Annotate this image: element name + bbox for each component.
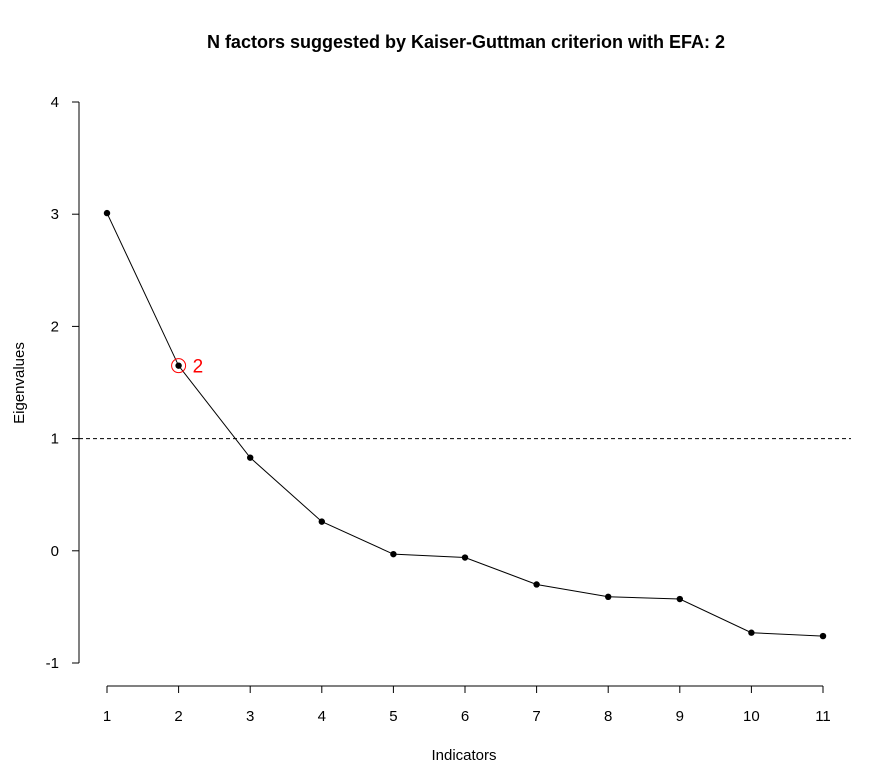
y-tick-label: 3 xyxy=(51,206,59,223)
x-tick-label: 10 xyxy=(743,708,760,725)
x-axis: 1 2 3 4 5 6 7 8 9 10 11 xyxy=(103,685,831,725)
x-tick-label: 1 xyxy=(103,708,111,725)
y-tick-label: 1 xyxy=(51,431,59,448)
data-point xyxy=(676,595,683,603)
data-point xyxy=(247,454,254,461)
eigenvalue-line xyxy=(106,212,824,637)
x-tick-label: 6 xyxy=(461,708,469,725)
data-point xyxy=(605,593,612,601)
x-tick-label: 7 xyxy=(532,708,540,725)
y-axis-label: Eigenvalues xyxy=(11,342,28,424)
data-point xyxy=(819,632,827,640)
y-tick-label: 0 xyxy=(51,543,59,560)
y-tick-label: 2 xyxy=(51,318,59,335)
x-tick-label: 2 xyxy=(174,708,182,725)
chart-title: N factors suggested by Kaiser-Guttman cr… xyxy=(207,32,725,52)
y-axis: -1 0 1 2 3 4 xyxy=(46,94,80,672)
data-point xyxy=(461,554,469,561)
x-tick-label: 3 xyxy=(246,708,254,725)
x-tick-label: 11 xyxy=(815,708,831,725)
data-point xyxy=(533,581,540,588)
y-tick-label: -1 xyxy=(46,655,59,672)
eigenvalue-points xyxy=(103,209,827,640)
x-tick-label: 4 xyxy=(318,708,326,725)
suggested-factor-highlight: 2 xyxy=(171,357,204,378)
x-axis-label: Indicators xyxy=(431,747,496,764)
x-tick-label: 9 xyxy=(676,708,684,725)
data-point xyxy=(318,518,325,525)
data-point xyxy=(748,629,755,636)
data-point xyxy=(175,362,182,369)
x-tick-label: 8 xyxy=(604,708,612,725)
data-point xyxy=(390,550,397,558)
y-tick-label: 4 xyxy=(51,94,59,111)
highlight-label: 2 xyxy=(193,357,204,378)
data-point xyxy=(103,209,111,217)
highlight-ring xyxy=(171,358,187,374)
x-tick-label: 5 xyxy=(389,708,397,725)
